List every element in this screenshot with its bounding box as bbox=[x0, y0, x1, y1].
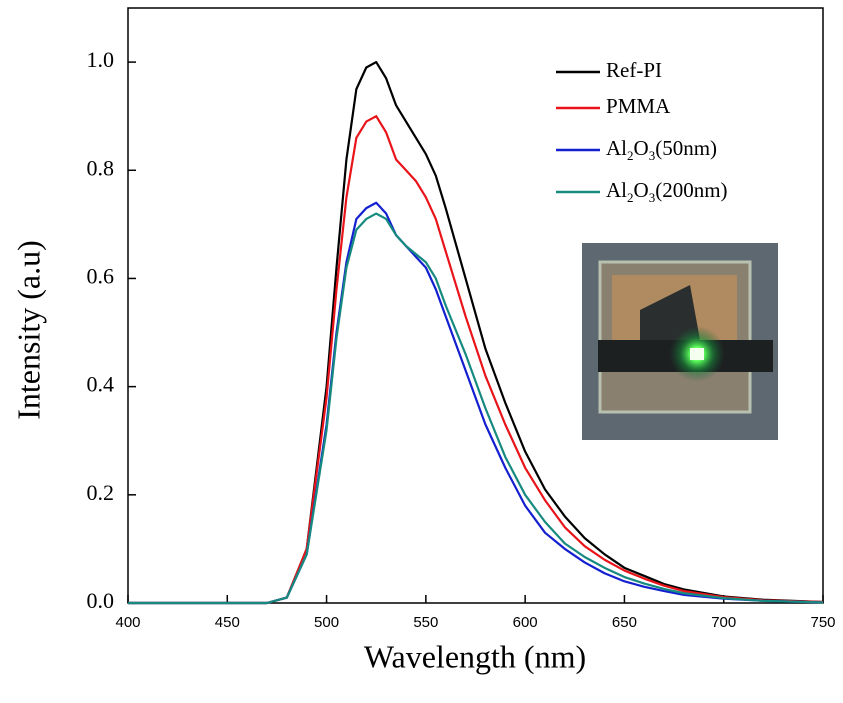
y-tick-label: 0.6 bbox=[87, 264, 115, 289]
series-line bbox=[128, 60, 824, 605]
series-line bbox=[128, 212, 824, 605]
y-tick-label: 0.0 bbox=[87, 588, 115, 613]
x-tick-label: 650 bbox=[612, 614, 637, 631]
legend-label: Ref-PI bbox=[606, 58, 662, 82]
x-tick-label: 500 bbox=[314, 614, 339, 631]
x-axis-label: Wavelength (nm) bbox=[364, 638, 586, 674]
legend-label: Al2O3(50nm) bbox=[606, 136, 717, 163]
x-tick-label: 550 bbox=[413, 614, 438, 631]
x-tick-label: 450 bbox=[215, 614, 240, 631]
x-tick-label: 750 bbox=[810, 614, 835, 631]
y-tick-label: 0.8 bbox=[87, 155, 115, 180]
series-line bbox=[128, 115, 824, 605]
inset-photo bbox=[582, 243, 778, 440]
y-axis-label: Intensity (a.u) bbox=[10, 240, 46, 420]
legend-label: Al2O3(200nm) bbox=[606, 178, 728, 205]
y-tick-label: 0.2 bbox=[87, 480, 115, 505]
y-tick-label: 0.4 bbox=[87, 372, 115, 397]
x-tick-label: 400 bbox=[115, 614, 140, 631]
y-tick-label: 1.0 bbox=[87, 47, 115, 72]
x-tick-label: 700 bbox=[711, 614, 736, 631]
legend-label: PMMA bbox=[606, 94, 671, 118]
x-tick-label: 600 bbox=[513, 614, 538, 631]
plot-frame bbox=[127, 7, 824, 604]
